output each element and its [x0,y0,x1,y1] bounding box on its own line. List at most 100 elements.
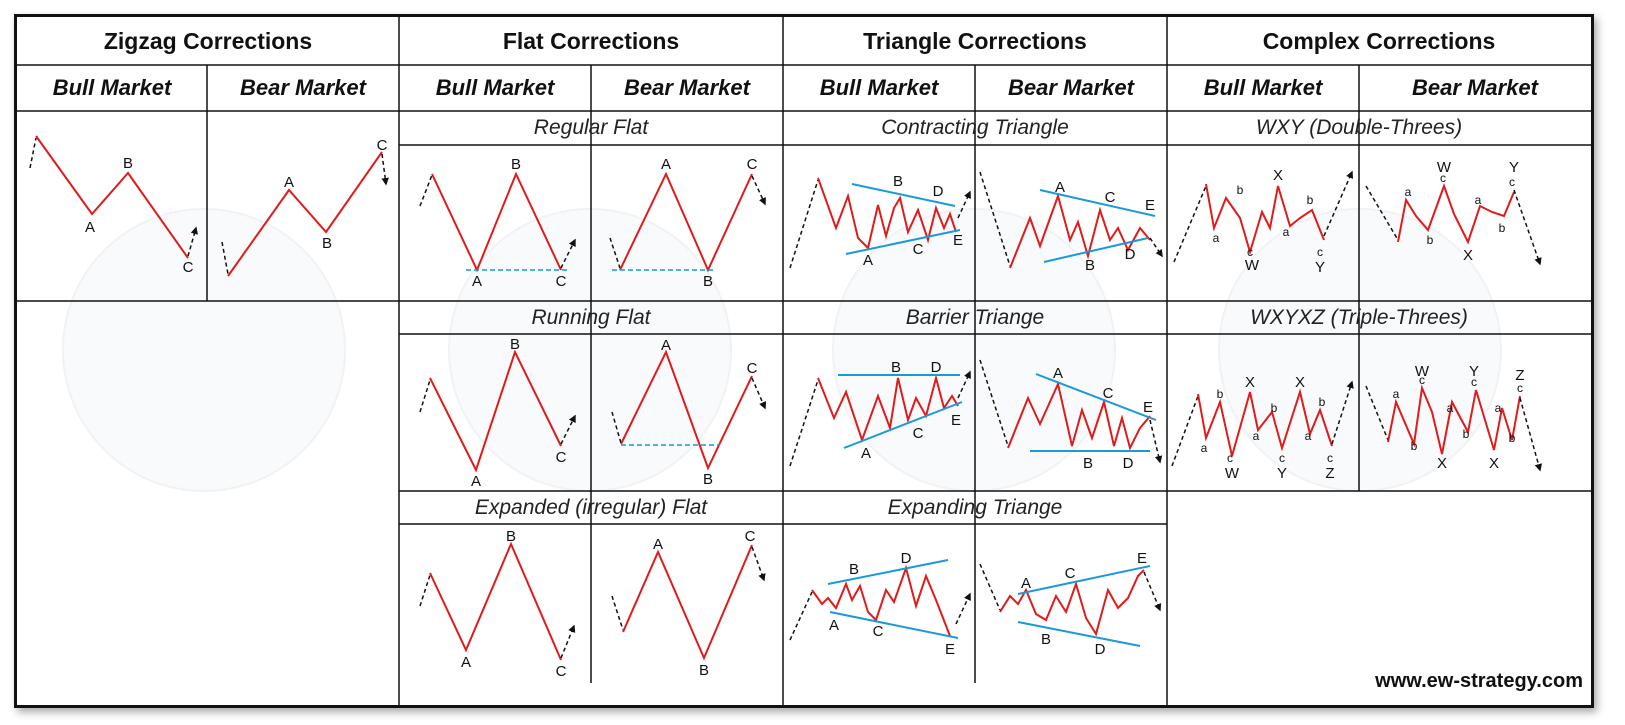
svg-text:C: C [183,259,194,276]
header-triangle-corrections: Triangle Corrections [863,27,1087,54]
svg-text:A: A [461,654,471,671]
contracting-triangle-bear-diagram [979,171,1163,269]
svg-text:Y: Y [1277,465,1287,482]
zigzag-bull-diagram [29,135,198,259]
expanded-flat-bull-diagram [419,541,576,661]
website-url: www.ew-strategy.com [1375,670,1583,692]
svg-text:C: C [873,623,884,640]
svg-text:b: b [1271,401,1278,415]
svg-text:W: W [1245,257,1260,274]
subheader-zigzag-bull: Bull Market [52,75,172,100]
svg-text:c: c [1440,171,1446,185]
regular-flat-bull-diagram [419,171,576,273]
svg-text:E: E [951,412,961,429]
svg-text:E: E [1145,197,1155,214]
svg-text:a: a [1405,185,1412,199]
svg-text:B: B [893,173,903,190]
watermark-logo [1218,208,1502,492]
svg-text:B: B [703,273,713,290]
svg-text:b: b [1217,387,1224,401]
svg-text:X: X [1245,374,1255,391]
svg-text:c: c [1317,245,1323,259]
svg-text:W: W [1437,159,1452,176]
subheader-complex-bear: Bear Market [1412,75,1538,100]
svg-text:a: a [1213,231,1220,245]
svg-text:W: W [1415,363,1430,380]
svg-text:A: A [1055,179,1065,196]
svg-text:Y: Y [1469,363,1479,380]
wxyxz-bear-diagram [1365,384,1543,472]
svg-text:X: X [1273,167,1283,184]
contracting-triangle-bull-diagram [789,177,971,269]
svg-text:Z: Z [1515,367,1524,384]
svg-text:C: C [747,156,758,173]
pattern-title-expanded-flat: Expanded (irregular) Flat [474,495,708,519]
svg-text:c: c [1517,381,1523,395]
svg-text:A: A [284,174,294,191]
svg-text:a: a [1393,387,1400,401]
svg-text:b: b [1307,193,1314,207]
svg-text:D: D [1125,246,1136,263]
pattern-title-wxyxz: WXYXZ (Triple-Threes) [1250,305,1468,329]
wxyxz-bull-diagram [1171,380,1354,467]
svg-text:a: a [1495,401,1502,415]
svg-text:a: a [1201,441,1208,455]
svg-text:C: C [556,273,567,290]
expanding-triangle-bear-diagram [979,563,1162,647]
svg-text:A: A [85,219,95,236]
svg-text:b: b [1499,221,1506,235]
svg-text:B: B [123,155,133,172]
svg-text:a: a [1305,429,1312,443]
svg-text:A: A [1053,365,1063,382]
svg-text:D: D [931,359,942,376]
svg-text:Y: Y [1315,259,1325,276]
svg-text:b: b [1427,233,1434,247]
pattern-title-running-flat: Running Flat [531,305,651,329]
regular-flat-bear-diagram [609,171,766,273]
svg-text:A: A [861,445,871,462]
svg-text:B: B [1041,631,1051,648]
svg-text:c: c [1247,245,1253,259]
header-flat-corrections: Flat Corrections [502,27,680,54]
pattern-title-expanding-triangle: Expanding Triange [887,495,1063,519]
svg-text:b: b [1463,427,1470,441]
wxy-bull-diagram [1173,170,1354,263]
svg-text:c: c [1471,375,1477,389]
svg-text:b: b [1411,439,1418,453]
svg-text:A: A [661,156,671,173]
svg-text:a: a [1475,193,1482,207]
svg-text:C: C [556,449,567,466]
pattern-title-wxy: WXY (Double-Threes) [1255,116,1463,139]
svg-text:X: X [1489,455,1499,472]
subheader-triangle-bull: Bull Market [819,75,939,100]
svg-text:a: a [1447,401,1454,415]
running-flat-bull-diagram [419,349,576,473]
svg-text:B: B [506,528,516,545]
svg-text:c: c [1419,373,1425,387]
header-zigzag-corrections: Zigzag Corrections [103,27,313,54]
expanded-flat-bear-diagram [611,544,766,661]
svg-text:W: W [1225,465,1240,482]
svg-text:A: A [471,473,481,490]
svg-text:C: C [556,663,567,680]
svg-text:B: B [322,235,332,252]
expanding-triangle-bull-diagram [789,559,971,641]
svg-text:X: X [1295,374,1305,391]
svg-text:a: a [1283,225,1290,239]
svg-text:B: B [1085,257,1095,274]
svg-text:B: B [1083,455,1093,472]
svg-text:A: A [863,252,873,269]
pattern-title-contracting-triangle: Contracting Triangle [881,116,1069,139]
svg-text:Z: Z [1325,465,1334,482]
svg-text:C: C [1105,189,1116,206]
svg-text:A: A [472,273,482,290]
subheader-flat-bull: Bull Market [435,75,555,100]
svg-text:B: B [511,156,521,173]
svg-text:E: E [1137,550,1147,567]
barrier-triangle-bull-diagram [789,370,971,467]
svg-text:B: B [703,471,713,488]
subheader-complex-bull: Bull Market [1203,75,1323,100]
pattern-title-barrier-triangle: Barrier Triange [905,305,1045,329]
wxy-bear-diagram [1365,183,1542,266]
